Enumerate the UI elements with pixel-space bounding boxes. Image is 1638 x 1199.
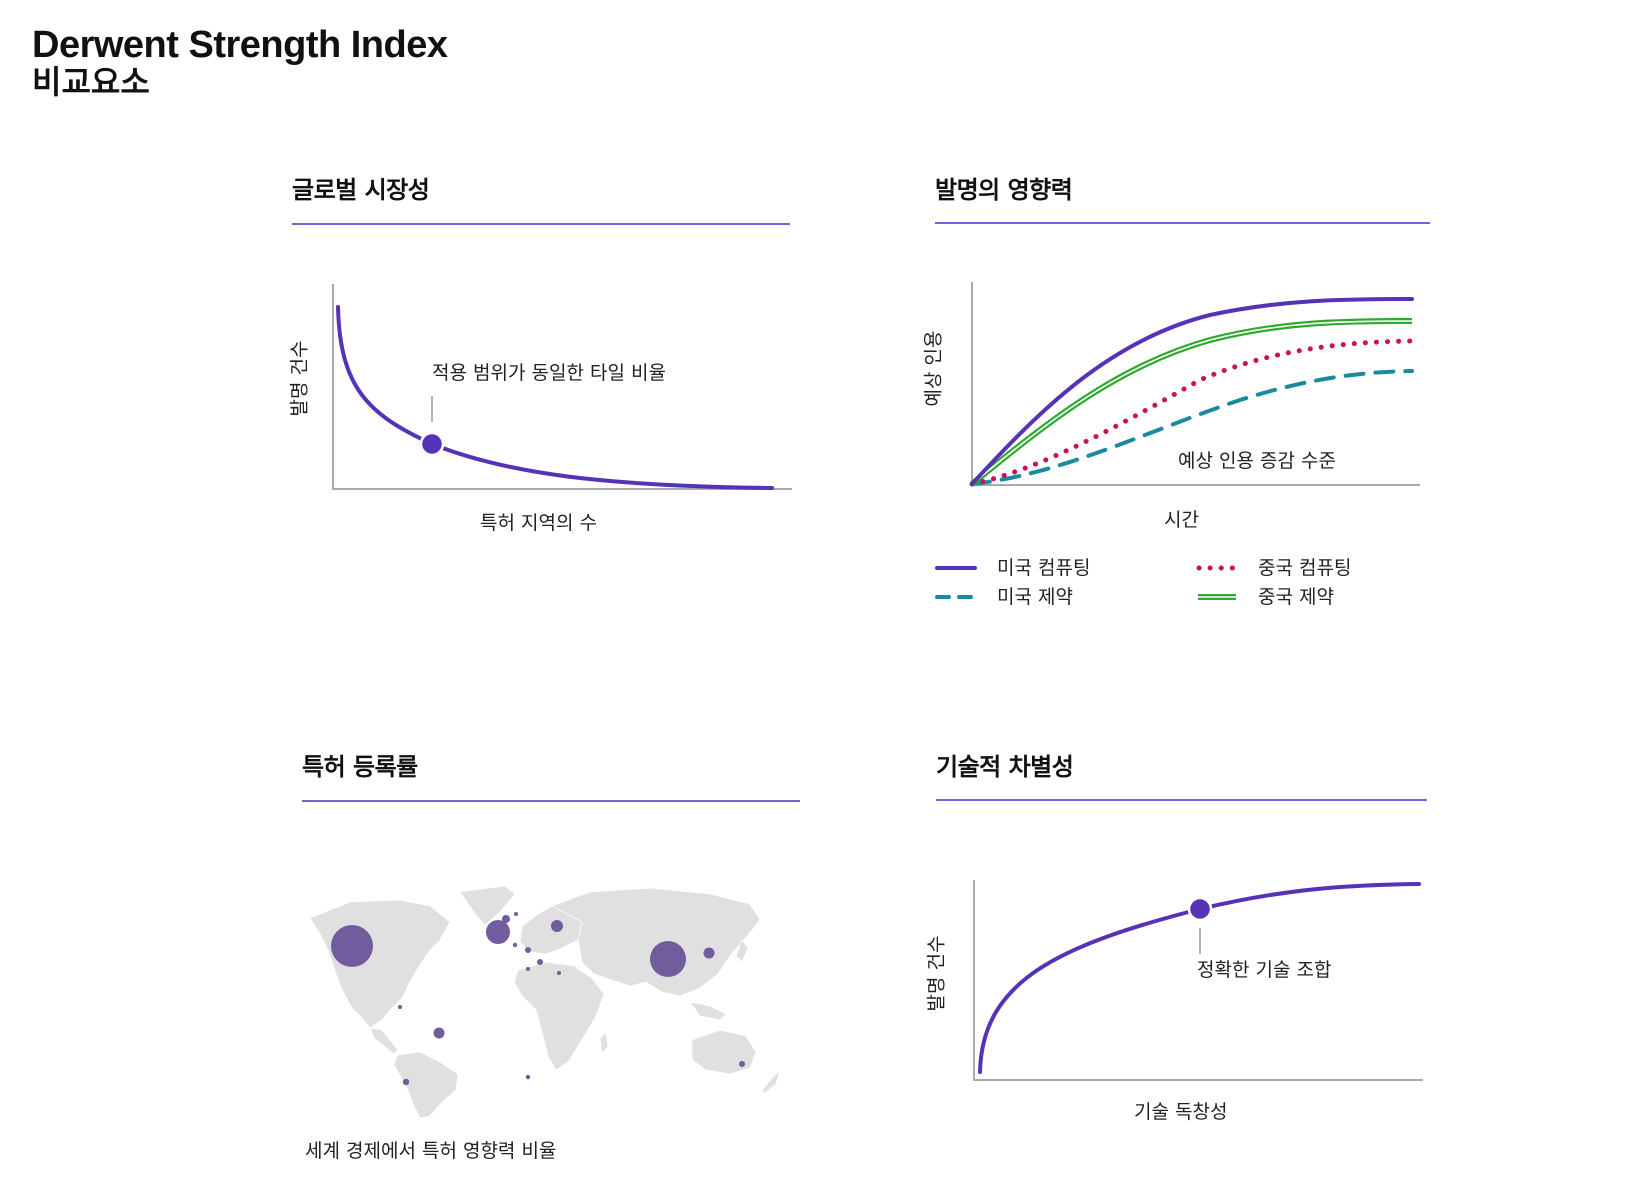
chart-annotation: 적용 범위가 동일한 타일 비율: [432, 362, 666, 384]
bubble-brazil: [433, 1027, 445, 1039]
world-map-graphic: [309, 885, 781, 1119]
bubble-australia: [739, 1061, 745, 1067]
y-axis-label: 발명 건수: [925, 935, 948, 1012]
legend-label: 중국 제약: [1258, 586, 1334, 608]
x-axis-label: 특허 지역의 수: [480, 512, 597, 534]
highlight-dot: [1187, 896, 1213, 922]
page-title-line-2: 비교요소: [32, 63, 150, 101]
legend-label: 중국 컴퓨팅: [1258, 557, 1352, 579]
section-heading-global-marketability: 글로벌 시장성: [292, 176, 430, 204]
legend-item-us-computing: 미국 컴퓨팅: [935, 553, 1090, 580]
bubble-argentina: [402, 1078, 410, 1086]
series-us-pharma: [970, 369, 1414, 486]
bubble-italy: [512, 942, 518, 948]
bubble-russia: [551, 920, 563, 932]
bubble-middle-east: [537, 959, 543, 965]
legend-swatch-dashed-icon: [935, 594, 977, 599]
decay-curve-plot: [332, 284, 792, 490]
series-us-computing: [970, 297, 1414, 486]
section-divider: [302, 800, 800, 802]
series-china-computing: [969, 338, 1415, 487]
bubble-usa: [331, 925, 373, 967]
section-divider: [935, 222, 1430, 224]
legend-item-china-pharma: 중국 제약: [1196, 582, 1334, 609]
legend-item-us-pharma: 미국 제약: [935, 582, 1073, 609]
page-title-line-1: Derwent Strength Index: [32, 24, 448, 66]
legend-swatch-double-icon: [1198, 593, 1236, 600]
citation-curves-plot: [969, 282, 1420, 487]
highlight-dot: [419, 431, 445, 457]
bubble-china: [650, 941, 686, 977]
chart-invention-impact: 예상 인용 증감 수준 예상 인용 시간: [920, 270, 1440, 540]
section-heading-invention-impact: 발명의 영향력: [935, 176, 1073, 204]
growth-curve-plot: [973, 880, 1423, 1081]
bubble-egypt: [526, 967, 530, 971]
legend-label: 미국 제약: [997, 586, 1073, 608]
section-divider: [292, 223, 790, 225]
legend-swatch-solid-icon: [935, 565, 977, 570]
legend-label: 미국 컴퓨팅: [997, 557, 1091, 579]
chart-annotation: 예상 인용 증감 수준: [1178, 450, 1336, 472]
bubble-venezuela: [398, 1005, 402, 1009]
bubble-south-africa: [525, 1074, 531, 1080]
chart-global-marketability: 적용 범위가 동일한 타일 비율 발명 건수 특허 지역의 수: [280, 270, 820, 550]
chart-annotation: 정확한 기술 조합: [1197, 959, 1332, 981]
section-heading-technical-differentiation: 기술적 차별성: [936, 753, 1074, 781]
bubble-western-europe: [486, 920, 510, 944]
bubble-scandinavia: [514, 912, 518, 916]
legend-swatch-dotted-icon: [1196, 565, 1238, 570]
x-axis-label: 시간: [1164, 509, 1199, 531]
chart-technical-differentiation: 정확한 기술 조합 발명 건수 기술 독창성: [920, 860, 1440, 1130]
bubble-japan: [703, 947, 715, 959]
y-axis-label: 예상 인용: [922, 330, 945, 407]
bubble-uk: [502, 915, 510, 923]
section-divider: [936, 799, 1427, 801]
y-axis-label: 발명 건수: [288, 340, 311, 417]
map-caption: 세계 경제에서 특허 영향력 비율: [305, 1140, 557, 1162]
legend-item-china-computing: 중국 컴퓨팅: [1196, 553, 1351, 580]
world-map: [290, 870, 810, 1120]
section-heading-grant-rate: 특허 등록률: [302, 753, 418, 781]
x-axis-label: 기술 독창성: [1134, 1101, 1228, 1123]
page-title: Derwent Strength Index 비교요소: [32, 26, 448, 98]
bubble-greece: [525, 947, 531, 953]
bubble-gulf: [557, 971, 561, 975]
